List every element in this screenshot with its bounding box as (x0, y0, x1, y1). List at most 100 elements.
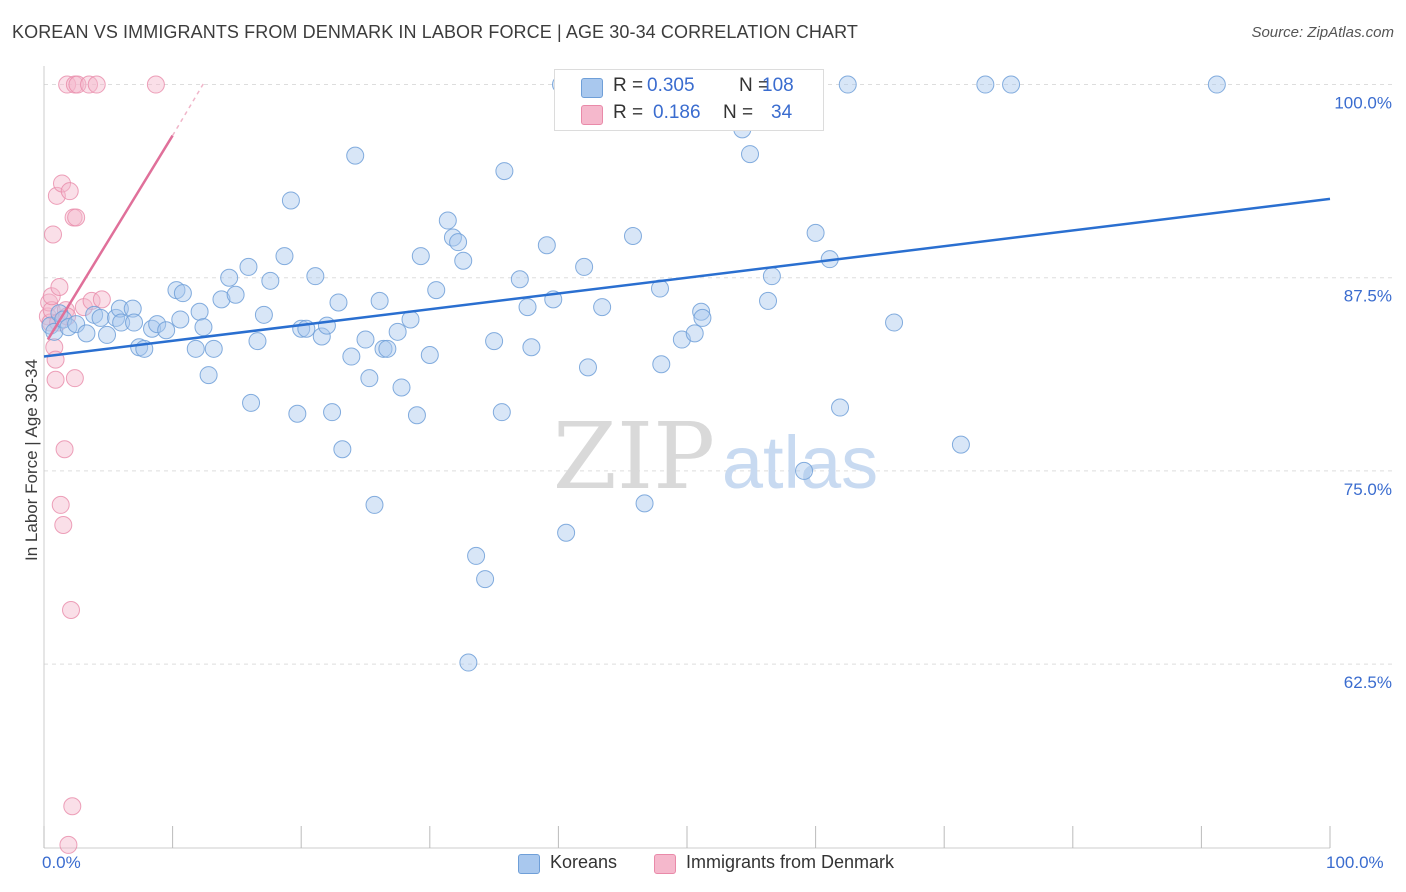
korean-point (148, 315, 167, 334)
korean-point (537, 236, 556, 255)
korean-point (173, 284, 192, 303)
korean-point (510, 270, 529, 289)
korean-point (741, 145, 760, 164)
korean-point (186, 339, 205, 358)
korean-point (288, 404, 307, 423)
denmark-point (53, 174, 72, 193)
korean-point (759, 291, 778, 310)
y-tick-label: 87.5% (1344, 287, 1392, 306)
x-tick-label-min: 0.0% (42, 853, 81, 872)
watermark-atlas: atlas (722, 421, 878, 504)
korean-point (476, 570, 495, 589)
korean-point (157, 321, 176, 340)
korean-point (578, 358, 597, 377)
denmark-point (60, 182, 79, 201)
x-tick-label-max: 100.0% (1326, 853, 1384, 872)
korean-point (388, 322, 407, 341)
denmark-point (67, 208, 86, 227)
korean-point (323, 403, 342, 422)
korean-point (360, 369, 379, 388)
legend: R = 0.305 N = 108 R = 0.186 N = 34 (554, 69, 824, 131)
y-axis-label: In Labor Force | Age 30-34 (22, 359, 41, 561)
korean-point (77, 324, 96, 343)
korean-point (411, 247, 430, 266)
trend-line-denmark-extension (171, 81, 206, 136)
korean-point (312, 327, 331, 346)
series-koreans-points (41, 75, 1226, 672)
korean-point (239, 257, 258, 276)
korean-point (125, 313, 144, 332)
korean-point (1207, 75, 1226, 94)
y-tick-labels: 100.0% 87.5% 75.0% 62.5% (1334, 94, 1392, 693)
denmark-point (63, 797, 82, 816)
korean-point (951, 435, 970, 454)
korean-point (635, 494, 654, 513)
korean-point (449, 233, 468, 252)
korean-point (242, 393, 261, 412)
korean-point (831, 398, 850, 417)
korean-point (438, 211, 457, 230)
legend-row-koreans: R = 0.305 N = 108 (555, 75, 823, 101)
legend-r-label: R = (613, 102, 644, 123)
korean-point (194, 318, 213, 337)
korean-point (275, 247, 294, 266)
denmark-point (42, 287, 61, 306)
bottom-legend-swatch-koreans (518, 854, 540, 874)
denmark-point (54, 516, 73, 534)
denmark-point (87, 75, 106, 94)
korean-point (1002, 75, 1021, 94)
denmark-point (50, 278, 69, 296)
denmark-point (44, 225, 63, 244)
legend-n-label: N = (723, 102, 754, 123)
trend-line-koreans (43, 197, 1331, 358)
korean-point (204, 339, 223, 358)
korean-point (459, 653, 478, 672)
watermark-zip: ZIP (553, 403, 715, 510)
korean-point (518, 298, 537, 317)
denmark-point (92, 290, 111, 309)
bottom-legend-label-denmark: Immigrants from Denmark (686, 852, 895, 872)
korean-point (91, 308, 110, 327)
denmark-point (80, 75, 99, 94)
denmark-point (58, 75, 77, 94)
denmark-point (55, 440, 74, 459)
korean-point (795, 461, 814, 480)
korean-point (220, 268, 239, 287)
korean-point (254, 305, 273, 324)
legend-n-value: 108 (762, 75, 794, 96)
korean-point (885, 313, 904, 332)
korean-point (378, 339, 397, 358)
korean-point (261, 271, 280, 290)
korean-point (248, 332, 267, 351)
korean-point (976, 75, 995, 94)
denmark-point (146, 75, 165, 94)
denmark-point (51, 495, 70, 514)
korean-point (190, 302, 209, 321)
korean-point (342, 347, 361, 366)
legend-r-value: 0.305 (647, 75, 695, 96)
korean-point (98, 325, 117, 344)
korean-point (467, 546, 486, 565)
korean-point (346, 146, 365, 165)
korean-point (806, 223, 825, 242)
chart-title: KOREAN VS IMMIGRANTS FROM DENMARK IN LAB… (12, 22, 858, 42)
trend-lines (43, 81, 1331, 358)
korean-point (623, 227, 642, 245)
denmark-point (59, 835, 78, 854)
legend-n-label: N = (739, 75, 770, 96)
korean-point (522, 338, 541, 357)
korean-point (454, 251, 473, 270)
korean-point (492, 403, 511, 422)
bottom-legend-label-koreans: Koreans (550, 852, 618, 872)
series-denmark-points (38, 75, 165, 854)
korean-point (123, 299, 142, 318)
axes (43, 66, 1331, 849)
y-tick-label: 100.0% (1334, 94, 1392, 113)
korean-point (593, 298, 612, 317)
y-tick-label: 75.0% (1344, 480, 1392, 499)
korean-point (420, 346, 439, 364)
korean-point (329, 293, 348, 312)
korean-point (575, 257, 594, 276)
bottom-legend-swatch-denmark (654, 854, 676, 874)
